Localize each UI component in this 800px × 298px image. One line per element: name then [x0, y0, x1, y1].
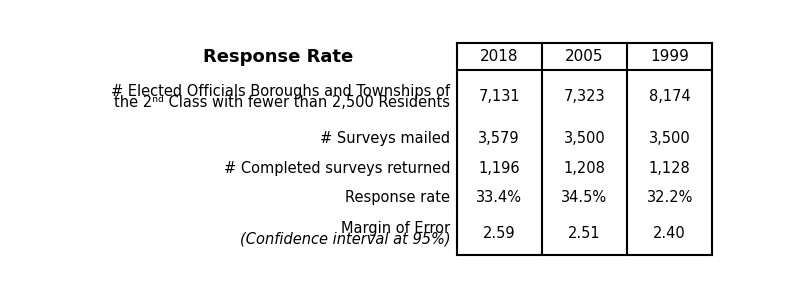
Text: 3,579: 3,579 [478, 131, 520, 146]
Text: 7,323: 7,323 [563, 89, 605, 104]
Text: 2.51: 2.51 [568, 226, 601, 241]
Text: Response Rate: Response Rate [203, 48, 354, 66]
Text: 34.5%: 34.5% [562, 190, 607, 205]
Text: 1,128: 1,128 [649, 161, 690, 176]
Text: 1,196: 1,196 [478, 161, 520, 176]
Text: 2.59: 2.59 [483, 226, 515, 241]
Text: 2.40: 2.40 [654, 226, 686, 241]
Text: # Elected Officials Boroughs and Townships of: # Elected Officials Boroughs and Townshi… [111, 84, 450, 99]
Text: 3,500: 3,500 [563, 131, 606, 146]
Text: 1,208: 1,208 [563, 161, 606, 176]
Text: 2005: 2005 [565, 49, 604, 64]
Text: 3,500: 3,500 [649, 131, 690, 146]
Text: # Completed surveys returned: # Completed surveys returned [224, 161, 450, 176]
Text: 8,174: 8,174 [649, 89, 690, 104]
Text: 2018: 2018 [480, 49, 518, 64]
Text: Response rate: Response rate [346, 190, 450, 205]
Text: the 2ⁿᵈ Class with fewer than 2,500 Residents: the 2ⁿᵈ Class with fewer than 2,500 Resi… [114, 95, 450, 110]
Text: # Surveys mailed: # Surveys mailed [320, 131, 450, 146]
Text: 33.4%: 33.4% [476, 190, 522, 205]
Text: Margin of Error: Margin of Error [341, 221, 450, 236]
Text: 1999: 1999 [650, 49, 689, 64]
Text: 7,131: 7,131 [478, 89, 520, 104]
Text: (Confidence interval at 95%): (Confidence interval at 95%) [240, 232, 450, 247]
Text: 32.2%: 32.2% [646, 190, 693, 205]
